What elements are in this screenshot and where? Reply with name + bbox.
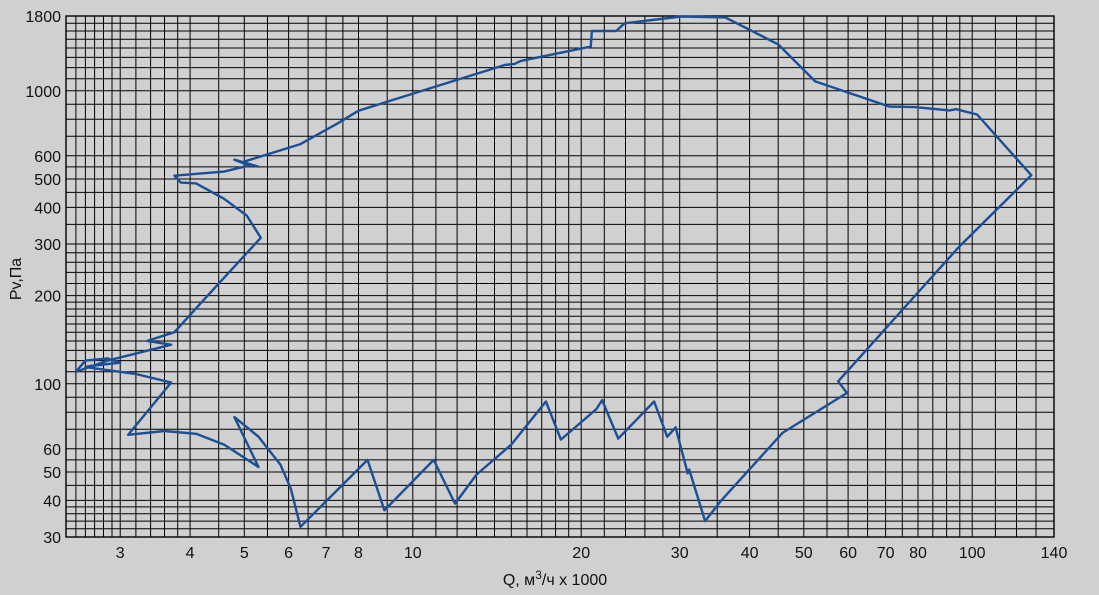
y-tick-label: 60 <box>43 442 61 459</box>
y-tick-label: 1800 <box>25 9 61 26</box>
x-tick-label: 100 <box>959 545 986 562</box>
x-tick-label: 6 <box>284 545 293 562</box>
y-tick-label: 1000 <box>25 84 61 101</box>
y-tick-label: 500 <box>34 172 61 189</box>
y-tick-label: 600 <box>34 149 61 166</box>
x-tick-label: 50 <box>795 545 813 562</box>
y-tick-label: 200 <box>34 289 61 306</box>
y-tick-label: 50 <box>43 465 61 482</box>
x-axis-title: Q, м3/ч x 1000 <box>503 568 607 589</box>
x-tick-label: 60 <box>839 545 857 562</box>
line-series <box>74 15 1033 528</box>
y-tick-label: 400 <box>34 200 61 217</box>
y-tick-label: 30 <box>43 530 61 547</box>
x-tick-label: 3 <box>116 545 125 562</box>
y-axis-title: Pv,Па <box>8 258 25 300</box>
x-tick-label: 10 <box>404 545 422 562</box>
tick-labels: 3 4 5 6 7 8 10 20 30 40 50 60 70 80 100 140 30 40 50 60 100 2… <box>25 9 1067 562</box>
x-tick-label: 70 <box>877 545 895 562</box>
x-tick-label: 30 <box>671 545 689 562</box>
y-tick-label: 100 <box>34 377 61 394</box>
plot-frame <box>65 15 1055 538</box>
x-tick-label: 7 <box>322 545 331 562</box>
x-tick-label: 80 <box>909 545 927 562</box>
y-tick-label: 40 <box>43 493 61 510</box>
x-tick-label: 8 <box>354 545 363 562</box>
x-tick-label: 4 <box>186 545 195 562</box>
x-tick-label: 40 <box>741 545 759 562</box>
grid <box>66 16 1054 537</box>
y-tick-label: 300 <box>34 237 61 254</box>
x-tick-label: 20 <box>572 545 590 562</box>
x-tick-label: 140 <box>1041 545 1068 562</box>
series-line <box>74 15 1033 528</box>
x-tick-label: 5 <box>240 545 249 562</box>
